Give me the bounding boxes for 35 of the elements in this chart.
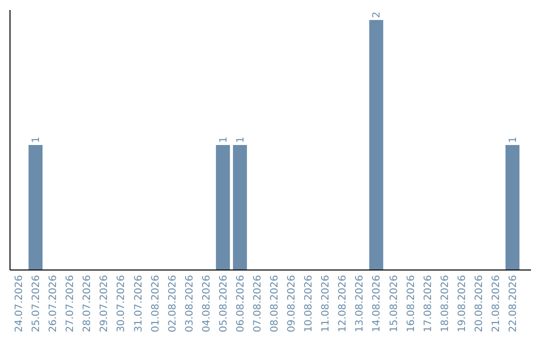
x-tick-label: 06.08.2026 xyxy=(235,275,246,332)
x-tick-label: 02.08.2026 xyxy=(167,275,178,332)
x-tick-label: 28.07.2026 xyxy=(82,275,94,332)
data-label: 1 xyxy=(31,136,42,143)
x-tick-label: 10.08.2026 xyxy=(304,275,315,332)
x-tick-label: 18.08.2026 xyxy=(440,275,451,332)
x-tick-label: 01.08.2026 xyxy=(150,275,162,332)
x-tick-label: 26.07.2026 xyxy=(48,275,60,332)
x-tick-label: 16.08.2026 xyxy=(406,275,417,332)
x-tick-label: 24.07.2026 xyxy=(14,275,26,332)
x-tick-label: 09.08.2026 xyxy=(286,275,298,332)
x-tick-label: 15.08.2026 xyxy=(388,275,400,332)
data-label: 2 xyxy=(372,12,383,18)
x-tick-label: 04.08.2026 xyxy=(201,275,212,332)
x-tick-label: 19.08.2026 xyxy=(456,275,468,332)
x-tick-label: 08.08.2026 xyxy=(270,275,281,332)
x-tick-label: 20.08.2026 xyxy=(474,275,485,332)
x-tick-label: 27.07.2026 xyxy=(65,275,76,332)
x-tick-label: 05.08.2026 xyxy=(218,275,230,332)
x-tick-label: 22.08.2026 xyxy=(508,275,519,332)
x-tick-label: 11.08.2026 xyxy=(320,275,332,332)
x-tick-label: 25.07.2026 xyxy=(31,275,42,332)
x-tick-label: 14.08.2026 xyxy=(372,275,383,332)
x-tick-label: 30.07.2026 xyxy=(116,275,128,332)
x-tick-label: 13.08.2026 xyxy=(354,275,366,332)
data-label: 1 xyxy=(218,136,230,143)
x-tick-label: 31.07.2026 xyxy=(133,275,144,332)
x-tick-label: 17.08.2026 xyxy=(422,275,434,332)
x-tick-label: 21.08.2026 xyxy=(490,275,502,332)
x-tick-label: 07.08.2026 xyxy=(252,275,264,332)
x-tick-label: 12.08.2026 xyxy=(338,275,349,332)
data-label: 1 xyxy=(235,136,246,143)
x-tick-label: 29.07.2026 xyxy=(99,275,110,332)
data-label: 1 xyxy=(508,136,519,143)
x-tick-label: 03.08.2026 xyxy=(184,275,196,332)
